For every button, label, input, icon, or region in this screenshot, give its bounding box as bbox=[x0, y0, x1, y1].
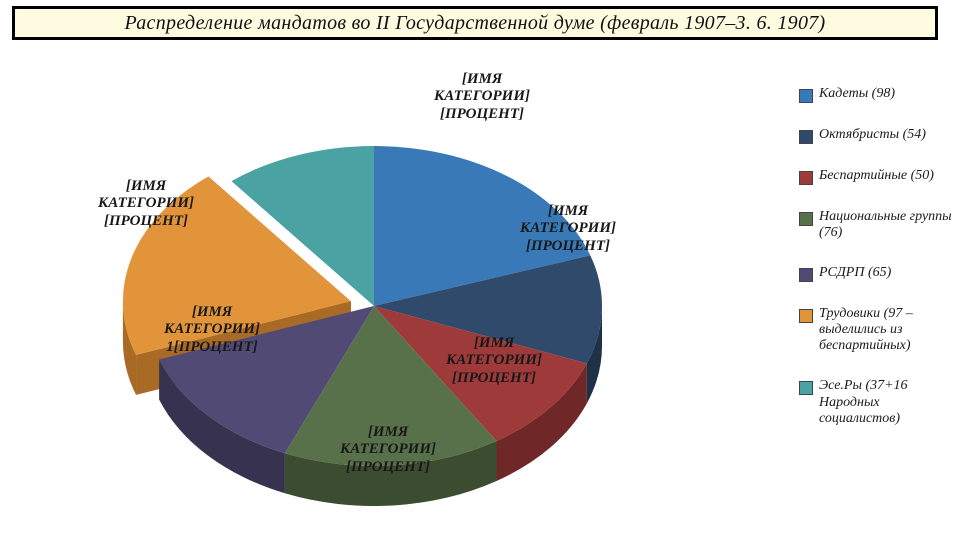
legend-label: Кадеты (98) bbox=[819, 86, 895, 102]
legend-item: Беспартийные (50) bbox=[799, 168, 954, 185]
legend-item: Кадеты (98) bbox=[799, 86, 954, 103]
legend: Кадеты (98) Октябристы (54) Беспартийные (… bbox=[799, 86, 954, 451]
legend-label: Октябристы (54) bbox=[819, 127, 926, 143]
legend-label: Беспартийные (50) bbox=[819, 168, 934, 184]
legend-label: Трудовики (97 – выделились из беспартийн… bbox=[819, 306, 954, 354]
legend-item: Эсе.Ры (37+16 Народных социалистов) bbox=[799, 378, 954, 426]
legend-label: РСДРП (65) bbox=[819, 265, 891, 281]
pie-data-label: [ИМЯ КАТЕГОРИИ] 1[ПРОЦЕНТ] bbox=[152, 304, 272, 356]
legend-item: Трудовики (97 – выделились из беспартийн… bbox=[799, 306, 954, 354]
legend-swatch bbox=[799, 212, 813, 226]
pie-data-label: [ИМЯ КАТЕГОРИИ] [ПРОЦЕНТ] bbox=[86, 178, 206, 230]
legend-swatch bbox=[799, 89, 813, 103]
legend-label: Эсе.Ры (37+16 Народных социалистов) bbox=[819, 378, 954, 426]
page-title: Распределение мандатов во II Государстве… bbox=[12, 6, 938, 40]
pie-data-label: [ИМЯ КАТЕГОРИИ] [ПРОЦЕНТ] bbox=[422, 71, 542, 123]
legend-item: РСДРП (65) bbox=[799, 265, 954, 282]
legend-item: Национальные группы (76) bbox=[799, 209, 954, 241]
legend-item: Октябристы (54) bbox=[799, 127, 954, 144]
legend-label: Национальные группы (76) bbox=[819, 209, 954, 241]
legend-swatch bbox=[799, 171, 813, 185]
pie-data-label: [ИМЯ КАТЕГОРИИ] [ПРОЦЕНТ] bbox=[328, 424, 448, 476]
pie-data-label: [ИМЯ КАТЕГОРИИ] [ПРОЦЕНТ] bbox=[434, 335, 554, 387]
legend-swatch bbox=[799, 309, 813, 323]
legend-swatch bbox=[799, 130, 813, 144]
legend-swatch bbox=[799, 268, 813, 282]
legend-swatch bbox=[799, 381, 813, 395]
pie-data-label: [ИМЯ КАТЕГОРИИ] [ПРОЦЕНТ] bbox=[508, 203, 628, 255]
